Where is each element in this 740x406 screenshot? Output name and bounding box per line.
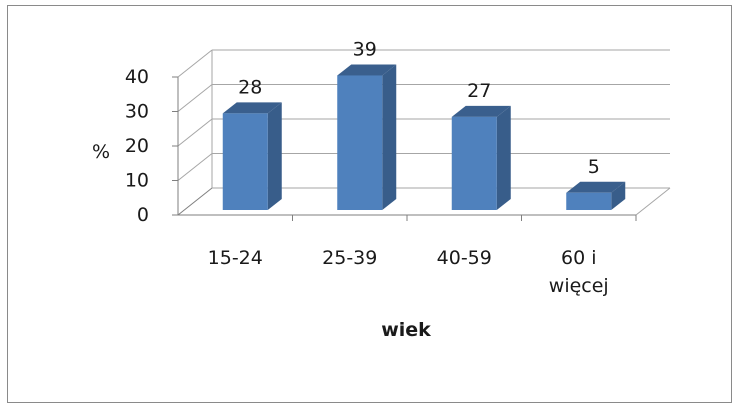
x-category-label: 15-24 bbox=[208, 247, 263, 269]
floor-right-edge bbox=[635, 187, 671, 216]
bar bbox=[222, 102, 282, 210]
bar-side bbox=[611, 181, 626, 210]
bar bbox=[451, 105, 511, 210]
data-label: 39 bbox=[353, 38, 377, 60]
bar-front bbox=[222, 113, 268, 210]
y-tick-label: 10 bbox=[125, 170, 149, 192]
gridline-side bbox=[177, 84, 213, 112]
bar-top bbox=[566, 181, 626, 193]
y-tick-label: 40 bbox=[125, 66, 149, 88]
data-label: 27 bbox=[467, 80, 491, 102]
y-tick-labels: 0 10 20 30 40 bbox=[125, 66, 149, 226]
gridline-side bbox=[177, 49, 213, 78]
bar-top bbox=[337, 64, 397, 76]
bar-front bbox=[566, 192, 612, 210]
bar-side bbox=[496, 105, 511, 210]
y-tick-label: 30 bbox=[125, 101, 149, 123]
y-tick-label: 0 bbox=[137, 204, 149, 226]
bar-side bbox=[382, 64, 397, 210]
bar-top bbox=[451, 105, 511, 117]
x-axis-label: wiek bbox=[381, 319, 431, 341]
bars bbox=[222, 64, 626, 210]
bar bbox=[337, 64, 397, 210]
x-category-label: 60 i więcej bbox=[549, 247, 609, 297]
floor-left-edge bbox=[177, 187, 213, 216]
data-label: 28 bbox=[238, 76, 262, 98]
bar-top bbox=[222, 102, 282, 114]
gridline-side bbox=[177, 153, 213, 181]
axes bbox=[172, 76, 637, 221]
x-category-label: 40-59 bbox=[437, 247, 492, 269]
bar-front bbox=[337, 75, 383, 210]
bar-side bbox=[267, 102, 282, 210]
data-label: 5 bbox=[588, 156, 600, 178]
bar bbox=[566, 181, 626, 210]
data-labels: 28 39 27 5 bbox=[238, 38, 600, 177]
x-category-label: 25-39 bbox=[322, 247, 377, 269]
gridline-side bbox=[177, 118, 213, 147]
bar-front bbox=[451, 116, 497, 210]
x-category-labels: 15-24 25-39 40-59 60 i więcej bbox=[208, 247, 609, 297]
y-axis-label: % bbox=[92, 141, 110, 163]
y-tick-label: 20 bbox=[125, 135, 149, 157]
gridlines bbox=[177, 49, 670, 181]
